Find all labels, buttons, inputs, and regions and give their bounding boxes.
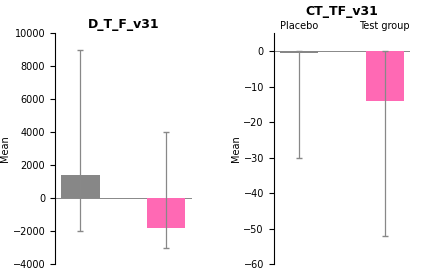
Bar <box>61 175 100 198</box>
Y-axis label: Mean: Mean <box>231 135 241 162</box>
Bar <box>280 51 319 53</box>
Bar <box>365 51 404 101</box>
Y-axis label: Mean: Mean <box>0 135 10 162</box>
Bar <box>147 198 185 228</box>
Title: D_T_F_v31: D_T_F_v31 <box>88 18 159 31</box>
Title: CT_TF_v31: CT_TF_v31 <box>305 5 379 18</box>
